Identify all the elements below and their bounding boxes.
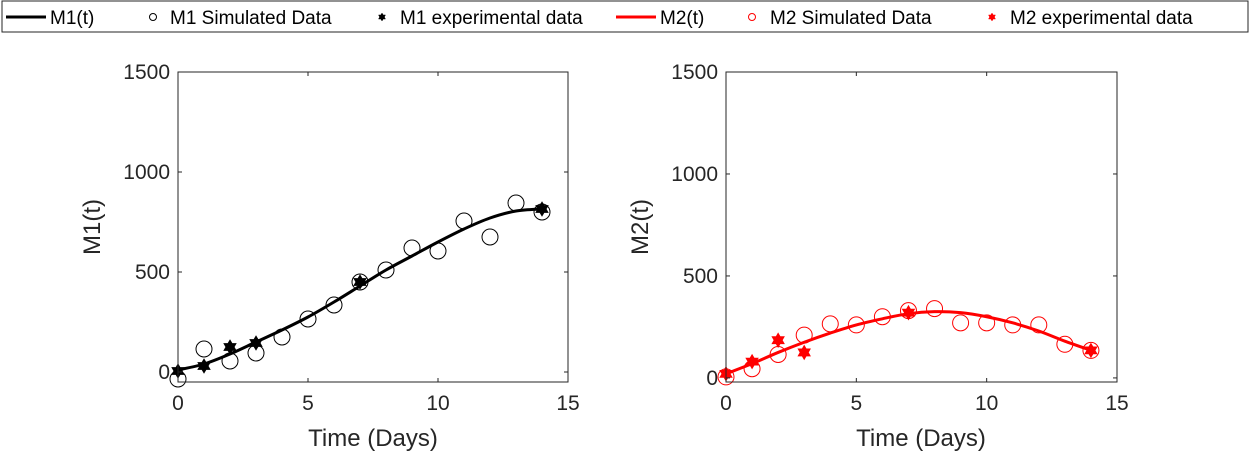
x-tick-label: 10 bbox=[426, 392, 449, 415]
legend-label: M2(t) bbox=[660, 8, 704, 29]
simulated-point bbox=[926, 300, 944, 318]
chart-m1: 0 5 10 15 0 500 1000 1500 Time (Days) M1(t) bbox=[79, 61, 580, 452]
legend-item: M1 Simulated Data bbox=[149, 8, 332, 29]
legend-item: M2 Simulated Data bbox=[748, 8, 932, 29]
simulated-point bbox=[429, 242, 447, 260]
legend-label: M2 experimental data bbox=[1010, 8, 1193, 29]
legend-circle-swatch bbox=[149, 13, 157, 21]
y-tick-label: 1000 bbox=[123, 161, 170, 184]
simulated-point bbox=[1056, 335, 1074, 353]
x-tick-label: 0 bbox=[720, 392, 732, 415]
legend-item: M2 experimental data bbox=[988, 8, 1193, 29]
x-axis-label-m1: Time (Days) bbox=[308, 425, 438, 452]
experimental-point bbox=[535, 201, 549, 217]
y-axis-label-m1: M1(t) bbox=[79, 199, 106, 255]
simulated-point bbox=[195, 340, 213, 358]
x-tick-label: 0 bbox=[172, 392, 184, 415]
legend-star-swatch bbox=[378, 12, 386, 22]
x-tick-label: 15 bbox=[1105, 392, 1128, 415]
simulated-point bbox=[299, 310, 317, 328]
simulated-point bbox=[455, 212, 473, 230]
y-axis-label-m2: M2(t) bbox=[627, 199, 654, 255]
experimental-point bbox=[249, 335, 263, 351]
y-tick-label: 1500 bbox=[671, 61, 718, 84]
legend-label: M1 experimental data bbox=[400, 8, 583, 29]
legend: M1(t) M1 Simulated Data M1 experimental da… bbox=[1, 0, 1249, 33]
simulated-point bbox=[952, 314, 970, 332]
legend-item: M1(t) bbox=[6, 8, 94, 29]
y-tick-label: 0 bbox=[158, 361, 170, 384]
experimental-point bbox=[1084, 342, 1098, 359]
legend-item: M2(t) bbox=[616, 8, 704, 29]
simulated-point bbox=[403, 239, 421, 257]
simulated-point bbox=[1004, 316, 1022, 334]
simulated-point bbox=[821, 315, 839, 333]
plot-frame-m2 bbox=[725, 71, 1118, 383]
simulated-point bbox=[273, 328, 291, 346]
simulated-point bbox=[1082, 341, 1100, 359]
experimental-point bbox=[745, 353, 759, 370]
x-tick-label: 5 bbox=[302, 392, 314, 415]
simulated-point bbox=[507, 194, 525, 212]
simulated-point bbox=[873, 308, 891, 326]
experimental-point bbox=[197, 358, 211, 374]
y-tick-label: 500 bbox=[683, 265, 718, 288]
x-tick-label: 5 bbox=[850, 392, 862, 415]
experimental-point bbox=[223, 339, 237, 355]
simulated-point bbox=[377, 261, 395, 279]
simulated-point bbox=[847, 316, 865, 334]
legend-star-swatch bbox=[988, 12, 996, 22]
x-axis-label-m2: Time (Days) bbox=[856, 425, 986, 452]
legend-item: M1 experimental data bbox=[378, 8, 583, 29]
experimental-point bbox=[771, 332, 785, 348]
experimental-point bbox=[797, 344, 811, 361]
simulated-point bbox=[481, 228, 499, 246]
experimental-point bbox=[353, 274, 367, 290]
y-tick-label: 1000 bbox=[671, 163, 718, 186]
chart-m2: 0 5 10 15 0 500 1000 1500 Time (Days) M2(t) bbox=[627, 61, 1129, 452]
simulated-point bbox=[978, 314, 996, 332]
plot-frame-m1 bbox=[177, 71, 569, 383]
experimental-point bbox=[901, 304, 916, 321]
simulated-point bbox=[1030, 316, 1048, 334]
y-tick-label: 500 bbox=[135, 261, 170, 284]
x-tick-label: 15 bbox=[556, 392, 579, 415]
simulated-point bbox=[351, 273, 369, 291]
legend-label: M2 Simulated Data bbox=[770, 8, 932, 29]
legend-label: M1 Simulated Data bbox=[170, 8, 332, 29]
simulated-point bbox=[795, 326, 813, 344]
legend-circle-swatch bbox=[748, 13, 756, 21]
legend-label: M1(t) bbox=[50, 8, 94, 29]
x-tick-label: 10 bbox=[975, 392, 998, 415]
y-tick-label: 0 bbox=[706, 367, 718, 390]
y-tick-label: 1500 bbox=[123, 61, 170, 84]
simulated-point bbox=[325, 296, 343, 314]
